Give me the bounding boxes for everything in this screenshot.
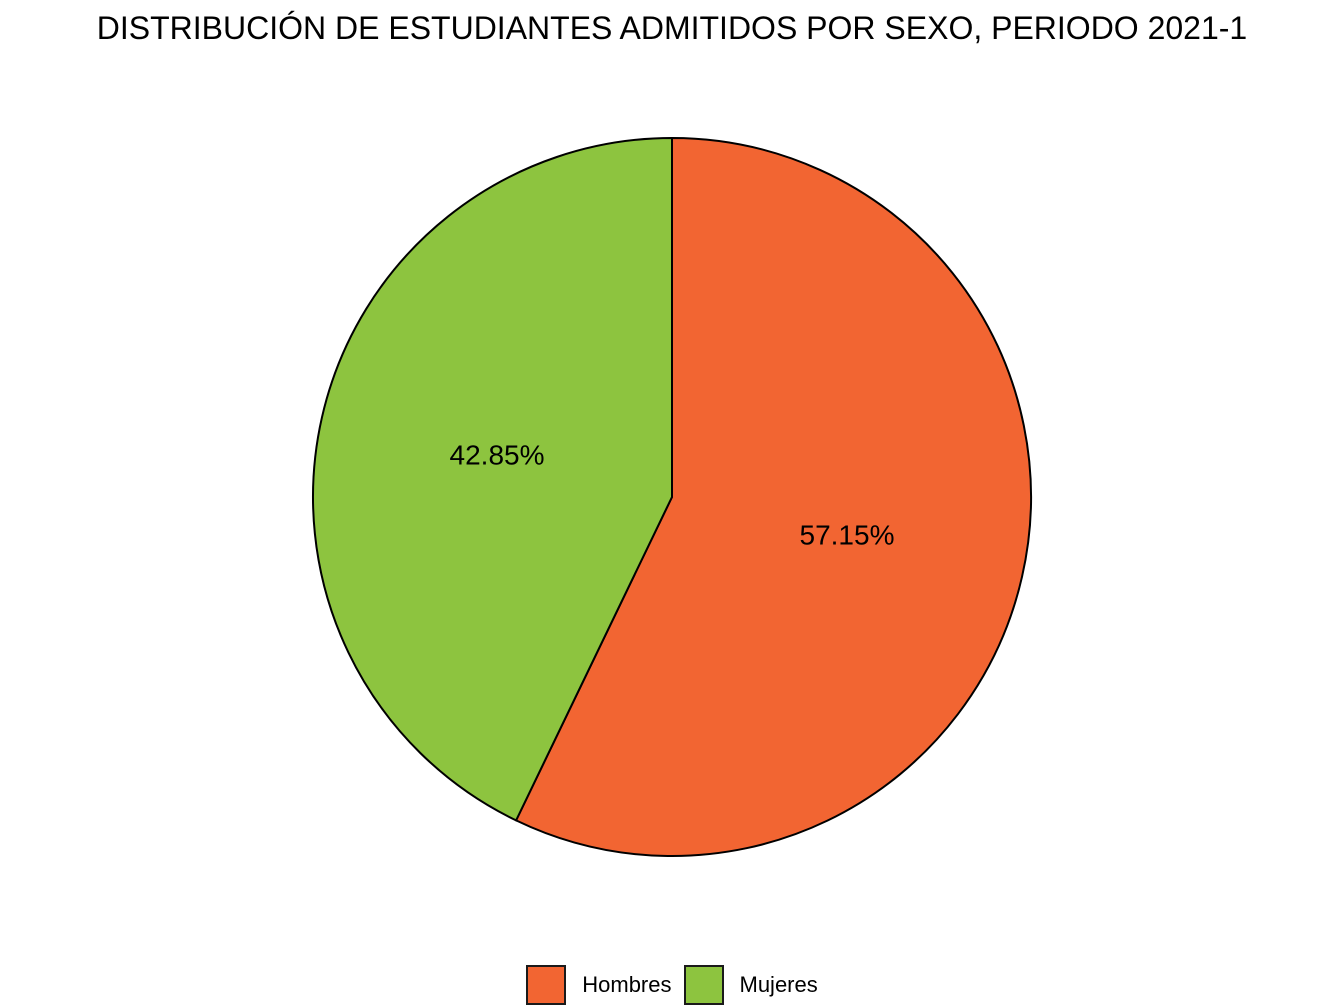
slice-label-mujeres: 42.85% — [450, 439, 545, 470]
legend-swatch-hombres — [526, 965, 567, 1005]
legend-item-hombres: Hombres — [526, 965, 672, 1005]
chart-title: DISTRIBUCIÓN DE ESTUDIANTES ADMITIDOS PO… — [96, 10, 1248, 46]
legend-label-mujeres: Mujeres — [739, 972, 818, 997]
pie-slice-mujeres — [312, 136, 673, 822]
legend-item-mujeres: Mujeres — [683, 965, 818, 1005]
legend-label-hombres: Hombres — [582, 972, 672, 997]
pie-slice-hombres — [514, 136, 1032, 857]
slice-label-hombres: 57.15% — [800, 519, 895, 550]
legend: Hombres Mujeres — [0, 963, 1344, 1007]
legend-swatch-mujeres — [683, 965, 724, 1005]
